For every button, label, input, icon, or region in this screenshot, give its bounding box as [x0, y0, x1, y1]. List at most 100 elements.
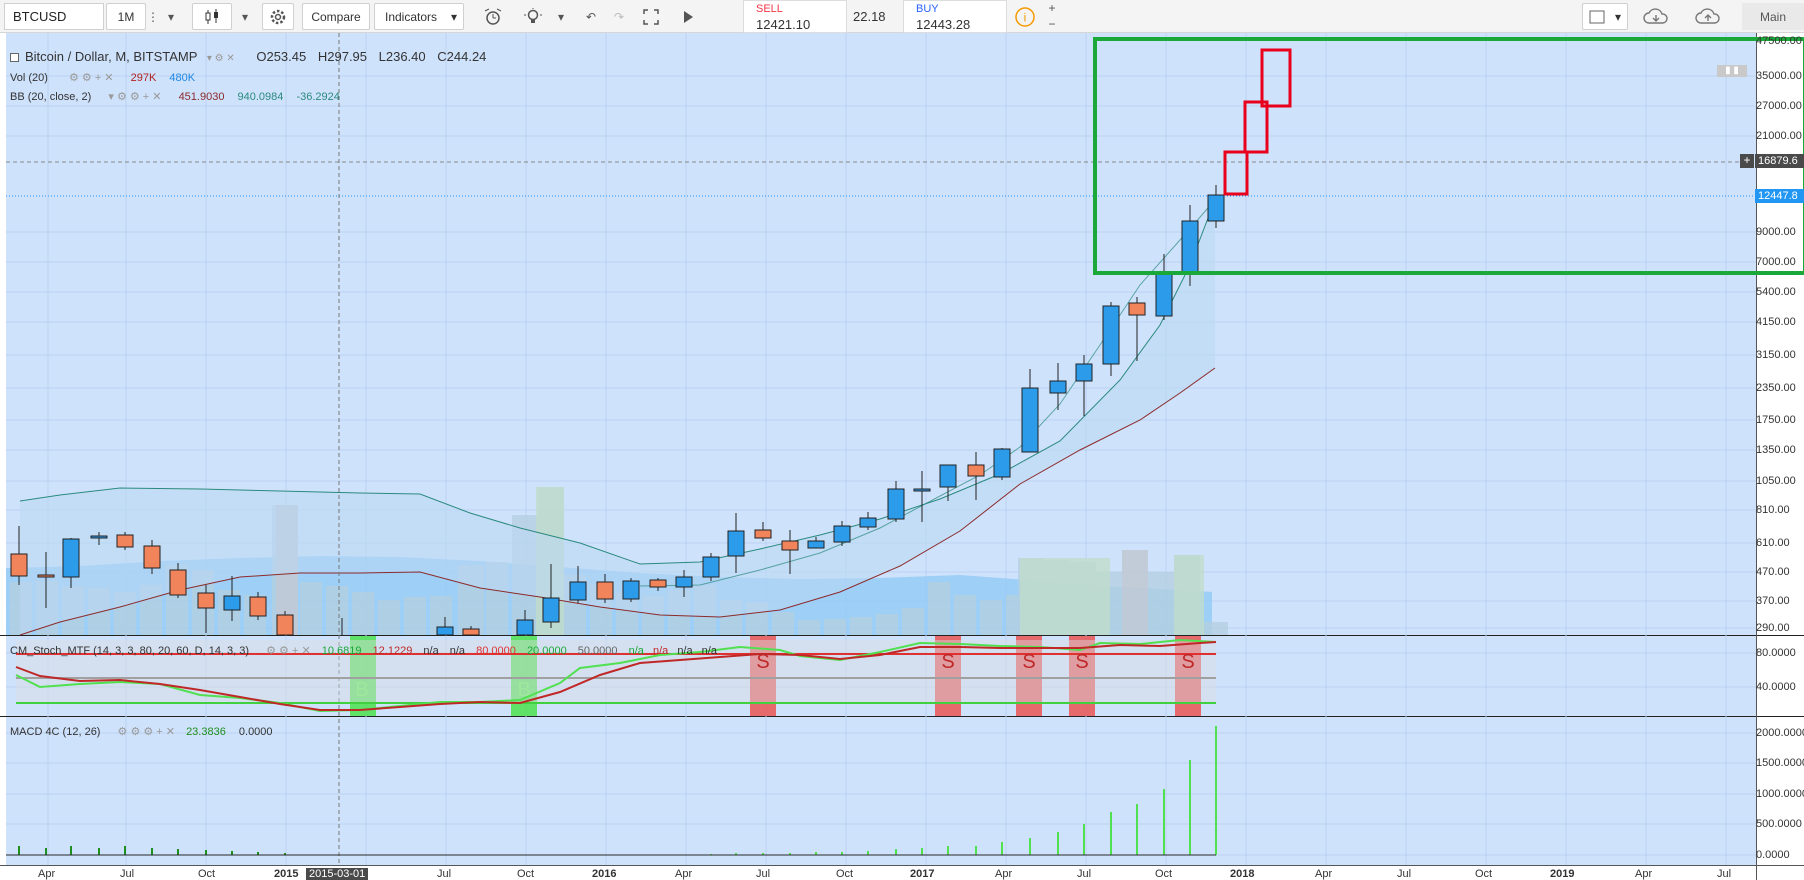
time-tick: Jul	[756, 868, 771, 880]
volume-value-2: 480K	[169, 72, 196, 84]
cloud-save-icon[interactable]	[1688, 3, 1728, 30]
play-replay-icon[interactable]	[674, 3, 702, 30]
interval-dropdown-icon[interactable]: ▾	[167, 9, 175, 24]
add-level-plus-icon[interactable]: +	[1740, 154, 1754, 168]
volume-bar-highlight	[1020, 558, 1110, 635]
candle-up	[939, 464, 957, 488]
volume-legend: Vol (20) ⚙ ⚙ + ✕ 297K 480K	[10, 71, 195, 84]
time-tick-year: 2018	[1230, 868, 1255, 880]
candle-up	[675, 576, 693, 588]
candle-down	[781, 540, 799, 551]
candle-down	[169, 569, 187, 596]
time-tick: Jul	[1717, 868, 1732, 880]
candle-down	[649, 579, 667, 588]
red-projection-box	[1260, 48, 1292, 108]
stoch-legend-controls-icon[interactable]: ⚙ ⚙ + ✕	[266, 645, 311, 657]
buy-label: BUY	[916, 3, 939, 15]
signal-letter: S	[941, 651, 954, 673]
candle-style-icon[interactable]	[192, 3, 232, 30]
indicators-button[interactable]: Indicators ▾	[374, 3, 464, 30]
symbol-input[interactable]	[4, 3, 104, 30]
stoch-value-5: 80.0000	[476, 645, 516, 657]
chart-style-dropdown-icon[interactable]: ▾	[241, 9, 249, 24]
spread-value: 22.18	[853, 9, 886, 24]
pane-maximize-icon[interactable]: ▮ ▮	[1717, 65, 1747, 77]
time-tick: Oct	[517, 868, 535, 880]
zoom-plus-icon[interactable]: +	[1048, 1, 1056, 15]
stoch-k-line	[15, 638, 1217, 713]
alert-clock-icon[interactable]	[478, 3, 508, 30]
candle-up	[702, 556, 720, 578]
ohlc-low: L236.40	[378, 49, 426, 64]
ideas-lightbulb-icon[interactable]	[518, 3, 548, 30]
layout-main-button[interactable]: Main	[1742, 3, 1804, 30]
volume-bar-highlight	[1174, 555, 1204, 635]
price-tick: 610.00	[1756, 537, 1790, 549]
candle-up	[833, 525, 851, 543]
price-tick: 3150.00	[1756, 349, 1796, 361]
macd-legend-controls-icon[interactable]: ⚙ ⚙ ⚙ + ✕	[117, 726, 175, 738]
sell-panel[interactable]: SELL 12421.10	[743, 0, 847, 33]
interval-button[interactable]: 1M	[106, 3, 146, 30]
stoch-value-10: n/a	[677, 645, 693, 657]
settings-gear-icon[interactable]	[262, 3, 294, 30]
red-projection-box	[1243, 100, 1269, 154]
time-tick: Jul	[437, 868, 452, 880]
macd-tick: 1000.0000	[1756, 788, 1804, 800]
time-tick: Oct	[198, 868, 216, 880]
indicators-label: Indicators	[385, 9, 438, 24]
candle-down	[249, 596, 267, 617]
stoch-legend: CM_Stoch_MTF (14, 3, 3, 80, 20, 60, D, 1…	[10, 644, 717, 657]
price-tick: 35000.00	[1756, 70, 1802, 82]
price-tick: 27000.00	[1756, 100, 1802, 112]
signal-letter: S	[756, 651, 769, 673]
time-axis-background	[0, 865, 1804, 880]
last-price-tag: 12447.8	[1755, 189, 1804, 203]
stoch-value-8: n/a	[628, 645, 644, 657]
collapse-legend-icon[interactable]	[10, 53, 19, 63]
layout-button[interactable]: ▾	[1582, 3, 1628, 30]
candle-up	[542, 597, 560, 623]
candle-up	[622, 580, 640, 600]
candle-down	[10, 553, 28, 577]
dashed-level-price-tag: 16879.6	[1755, 154, 1804, 168]
signal-letter: S	[1181, 651, 1194, 673]
compare-button[interactable]: Compare	[302, 3, 370, 30]
price-tick: 810.00	[1756, 504, 1790, 516]
price-tick: 290.00	[1756, 622, 1790, 634]
macd-histogram	[18, 726, 1217, 855]
candle-down	[276, 614, 294, 636]
cloud-load-icon[interactable]	[1636, 3, 1676, 30]
ideas-dropdown-icon[interactable]: ▾	[557, 9, 565, 24]
stoch-label: CM_Stoch_MTF (14, 3, 3, 80, 20, 60, D, 1…	[10, 645, 250, 657]
undo-icon[interactable]: ↶	[585, 9, 597, 24]
fullscreen-icon[interactable]	[636, 3, 666, 30]
interval-more-icon[interactable]: ⋮	[147, 9, 159, 24]
chart-canvas[interactable]: B B S S S S S	[0, 33, 1804, 880]
trade-info-icon[interactable]: i	[1010, 3, 1040, 30]
candle-up	[436, 626, 454, 636]
signal-letter: S	[1022, 651, 1035, 673]
candlesticks	[10, 185, 1225, 636]
redo-icon[interactable]: ↷	[613, 9, 625, 24]
legend-options-icon[interactable]: ▾ ⚙ ✕	[206, 53, 235, 64]
stoch-pane: B B S S S S S	[15, 636, 1217, 716]
stoch-value-9: n/a	[652, 645, 669, 657]
buy-panel[interactable]: BUY 12443.28	[903, 0, 1007, 33]
candle-up	[516, 619, 534, 636]
volume-value-1: 297K	[130, 72, 157, 84]
macd-value-1: 23.3836	[186, 726, 226, 738]
candle-up	[859, 517, 877, 528]
stoch-value-6: 20.0000	[526, 645, 567, 657]
bb-legend-controls-icon[interactable]: ▾ ⚙ ⚙ + ✕	[108, 91, 162, 103]
volume-legend-controls-icon[interactable]: ⚙ ⚙ + ✕	[68, 72, 114, 84]
candle-down	[754, 529, 772, 539]
stoch-value-3: n/a	[423, 645, 439, 657]
zoom-minus-icon[interactable]: −	[1048, 17, 1056, 31]
price-tick: 370.00	[1756, 595, 1790, 607]
candle-up	[727, 530, 745, 557]
chart-area[interactable]: B B S S S S S Bitcoin / Dollar, M, BITST…	[0, 33, 1804, 880]
candle-up	[887, 488, 905, 520]
macd-value-2: 0.0000	[238, 726, 273, 738]
green-annotation-box	[1093, 37, 1804, 275]
